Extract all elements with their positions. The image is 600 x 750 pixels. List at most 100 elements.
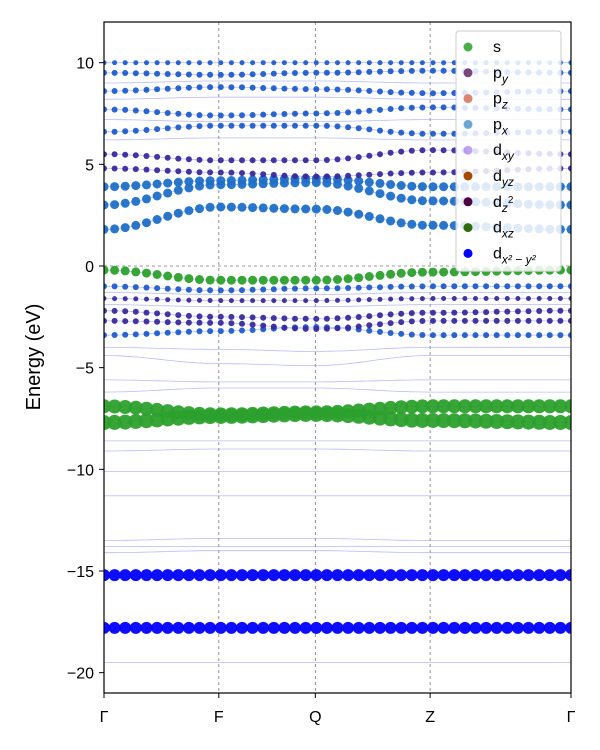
band-point (425, 413, 441, 428)
band-point (270, 85, 277, 92)
band-point (536, 332, 543, 339)
band-point (334, 315, 341, 322)
band-point (377, 68, 383, 75)
band-point (260, 71, 267, 77)
band-point (122, 296, 128, 302)
band-point (387, 149, 394, 156)
band-point (281, 298, 287, 304)
band-point (175, 286, 182, 293)
band-point (313, 326, 320, 332)
band-point (182, 569, 195, 582)
band-point (163, 211, 173, 221)
band-point (568, 69, 571, 76)
band-point (355, 323, 362, 330)
band-point (185, 71, 192, 78)
band-point (313, 110, 320, 117)
band-point (533, 621, 546, 634)
band-point (525, 317, 532, 324)
band-point (164, 110, 171, 116)
band-point (511, 569, 524, 582)
band-point (448, 569, 461, 582)
band-point (451, 283, 458, 290)
band-point (334, 123, 341, 130)
band-point (196, 319, 203, 326)
band-point (143, 86, 150, 93)
band-point (451, 332, 458, 339)
band-point (131, 181, 141, 191)
band-point (239, 71, 245, 78)
band-point (104, 88, 107, 95)
band-point (119, 621, 132, 634)
band-point (249, 157, 256, 164)
band-point (281, 85, 288, 92)
band-point (207, 328, 214, 335)
band-point (270, 111, 277, 118)
band-point (416, 621, 429, 634)
y-tick-label: 10 (76, 56, 94, 73)
band-point (419, 130, 426, 137)
band-point (323, 173, 330, 180)
band-point (375, 214, 385, 224)
band-point (408, 310, 415, 317)
band-point (217, 71, 224, 78)
band-point (504, 332, 511, 339)
band-point (173, 185, 183, 195)
band-point (469, 621, 482, 634)
band-point (568, 60, 571, 66)
band-point (366, 126, 373, 133)
band-point (536, 296, 542, 301)
legend-box (455, 30, 562, 272)
band-line (104, 292, 571, 295)
band-point (164, 167, 171, 174)
band-point (311, 275, 321, 285)
band-point (226, 202, 236, 212)
band-point (132, 331, 139, 338)
x-tick-label: F (214, 709, 224, 726)
band-point (237, 275, 247, 285)
band-point (546, 332, 553, 339)
band-point (398, 310, 405, 317)
band-point (184, 206, 194, 216)
band-point (239, 298, 245, 304)
band-point (366, 87, 373, 94)
band-point (568, 165, 571, 172)
band-point (428, 220, 438, 230)
band-point (118, 400, 133, 414)
band-point (143, 70, 150, 77)
band-point (239, 170, 245, 176)
band-point (384, 569, 397, 582)
band-point (207, 319, 214, 326)
band-point (131, 267, 141, 277)
band-point (323, 110, 330, 117)
band-point (144, 296, 149, 302)
band-point (440, 147, 447, 154)
band-point (302, 110, 309, 117)
band-point (144, 60, 149, 66)
band-point (133, 60, 139, 66)
band-point (546, 307, 553, 314)
band-point (461, 332, 468, 339)
band-point (154, 167, 161, 174)
band-point (313, 285, 320, 292)
band-point (260, 122, 267, 129)
band-point (408, 169, 415, 176)
band-point (248, 275, 258, 285)
band-point (132, 70, 139, 77)
band-line (104, 304, 571, 308)
band-point (377, 321, 383, 328)
band-point (310, 569, 323, 582)
band-point (439, 182, 449, 192)
band-point (154, 86, 161, 93)
band-point (553, 399, 568, 414)
band-point (218, 298, 224, 304)
band-point (163, 188, 173, 198)
band-point (543, 569, 556, 582)
band-point (279, 275, 289, 285)
y-tick-label: −20 (67, 666, 94, 683)
band-point (298, 405, 313, 420)
band-point (142, 218, 151, 228)
band-point (104, 569, 110, 582)
band-point (522, 621, 535, 634)
band-point (258, 275, 268, 285)
band-point (568, 296, 571, 301)
